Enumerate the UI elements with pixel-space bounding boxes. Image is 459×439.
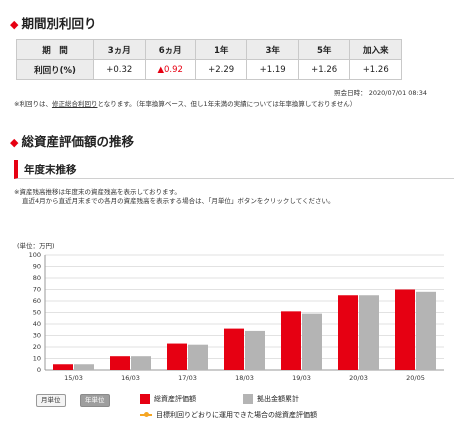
x-tick-label: 20/05	[406, 374, 425, 382]
chart-bars	[53, 289, 436, 370]
col-header-3y: 3年	[246, 39, 299, 60]
sub-title-bar: 年度末推移	[14, 160, 454, 179]
chart-labels: 0 10 20 30 40 50 60 70 80 90 100 15/03 16/03 17/03 18/…	[29, 251, 425, 382]
x-tick-label: 18/03	[235, 374, 254, 382]
bar-contribution	[359, 295, 379, 370]
legend-swatch-total	[140, 394, 150, 404]
y-tick-label: 40	[33, 320, 41, 328]
bar-contribution	[302, 313, 322, 370]
yield-6m: ▲0.92	[144, 59, 196, 80]
yield-5y: +1.26	[297, 59, 351, 80]
col-header-period: 期 間	[16, 39, 94, 60]
returns-table: 期 間 3ヵ月 6ヵ月 1年 3年 5年 加入来 利回り(%) +0.32 ▲0…	[16, 39, 402, 80]
y-tick-label: 60	[33, 297, 41, 305]
y-tick-label: 50	[33, 309, 41, 317]
bar-total-asset	[395, 289, 415, 370]
bar-total-asset	[53, 364, 73, 370]
chart-description-1: ※資産残高推移は年度末の資産残高を表示しております。	[14, 188, 181, 196]
diamond-icon: ◆	[10, 136, 19, 149]
diamond-icon: ◆	[10, 18, 19, 31]
y-tick-label: 30	[33, 332, 41, 340]
y-tick-label: 90	[33, 263, 41, 271]
legend-line-icon	[140, 411, 152, 419]
y-tick-label: 10	[33, 355, 41, 363]
col-header-6m: 6ヵ月	[144, 39, 196, 60]
yield-3y: +1.19	[246, 59, 299, 80]
legend-target-label: 目標利回りどおりに運用できた場合の総資産評価額	[156, 411, 317, 419]
bar-total-asset	[224, 328, 244, 370]
yield-since-join: +1.26	[349, 59, 402, 80]
yield-3m: +0.32	[93, 59, 146, 80]
bar-contribution	[131, 356, 151, 370]
chart-grid	[44, 254, 444, 371]
returns-value-row: 利回り(%) +0.32 ▲0.92 +2.29 +1.19 +1.26 +1.…	[16, 59, 402, 80]
legend-contrib-label: 拠出金額累計	[257, 395, 299, 403]
col-header-5y: 5年	[297, 39, 351, 60]
bar-total-asset	[167, 343, 187, 370]
legend-swatch-contrib	[243, 394, 253, 404]
bar-total-asset	[338, 295, 358, 370]
yield-1y: +2.29	[194, 59, 248, 80]
bar-contribution	[245, 330, 265, 370]
col-header-1y: 1年	[194, 39, 248, 60]
row-label-yield: 利回り(%)	[16, 59, 94, 80]
x-tick-label: 17/03	[178, 374, 197, 382]
assets-title-text: 総資産評価額の推移	[21, 134, 134, 149]
y-tick-label: 80	[33, 274, 41, 282]
col-header-since-join: 加入来	[349, 39, 402, 60]
sub-title: 年度末推移	[24, 164, 77, 176]
bar-total-asset	[110, 356, 130, 370]
bar-contribution	[416, 291, 436, 370]
returns-section-title: ◆ 期間別利回り	[10, 13, 96, 32]
modified-yield-link[interactable]: 修正総合利回り	[51, 100, 98, 108]
as-of-timestamp: 照会日時： 2020/07/01 08:34	[334, 89, 427, 97]
x-tick-label: 15/03	[64, 374, 83, 382]
asset-bar-chart: 0 10 20 30 40 50 60 70 80 90 100 15/03 16/03 17/03 18/…	[29, 251, 444, 382]
month-unit-button[interactable]: 月単位	[36, 394, 66, 407]
note-prefix: ※利回りは、	[14, 100, 52, 108]
col-header-3m: 3ヵ月	[93, 39, 146, 60]
returns-header-row: 期 間 3ヵ月 6ヵ月 1年 3年 5年 加入来	[16, 39, 402, 60]
y-tick-label: 20	[33, 343, 41, 351]
returns-title-text: 期間別利回り	[21, 16, 97, 31]
bar-contribution	[74, 364, 94, 370]
bar-contribution	[188, 344, 208, 370]
note-suffix: となります。（年率換算ベース、但し1年未満の実績については年率換算しておりません…	[97, 100, 357, 108]
assets-section-title: ◆ 総資産評価額の推移	[10, 131, 134, 150]
y-tick-label: 70	[33, 286, 41, 294]
x-tick-label: 16/03	[121, 374, 140, 382]
y-tick-label: 0	[37, 366, 41, 374]
year-unit-button[interactable]: 年単位	[80, 394, 110, 407]
legend-contrib: 拠出金額累計	[243, 394, 299, 404]
returns-note: ※利回りは、修正総合利回りとなります。（年率換算ベース、但し1年未満の実績につい…	[14, 98, 356, 108]
chart-description-2: 直近4月から直近月末までの各月の資産残高を表示する場合は、「月単位」ボタンをクリ…	[22, 197, 335, 205]
bar-total-asset	[281, 311, 301, 370]
x-tick-label: 19/03	[292, 374, 311, 382]
legend-total: 総資産評価額	[140, 394, 196, 404]
x-tick-label: 20/03	[349, 374, 368, 382]
legend-target: 目標利回りどおりに運用できた場合の総資産評価額	[140, 410, 317, 420]
y-tick-label: 100	[29, 251, 41, 259]
unit-label: (単位：万円)	[17, 242, 55, 250]
legend-total-label: 総資産評価額	[154, 395, 196, 403]
